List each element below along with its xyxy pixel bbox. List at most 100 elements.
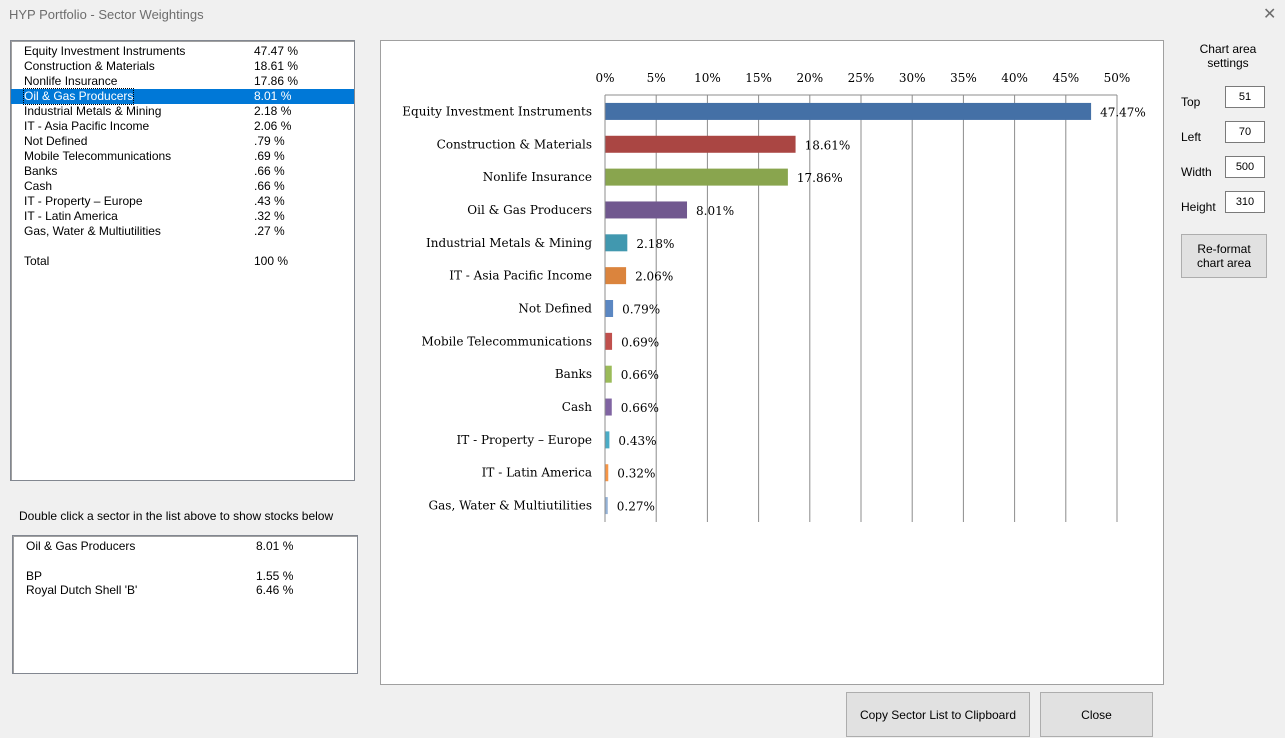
sector-row-value: .79 % xyxy=(254,134,285,148)
category-label: Not Defined xyxy=(518,302,592,316)
x-tick-label: 25% xyxy=(848,71,875,85)
x-tick-label: 5% xyxy=(647,71,666,85)
category-label: Mobile Telecommunications xyxy=(421,334,592,348)
sector-row-value: .66 % xyxy=(254,164,285,178)
sector-row-value: .32 % xyxy=(254,209,285,223)
stock-row-value: 6.46 % xyxy=(256,583,294,597)
bar xyxy=(605,431,610,449)
category-label: Construction & Materials xyxy=(437,137,592,151)
category-label: Gas, Water & Multiutilities xyxy=(429,499,592,513)
category-label: Nonlife Insurance xyxy=(483,170,592,184)
sector-row[interactable]: Construction & Materials 18.61 % xyxy=(11,59,354,74)
bar xyxy=(605,497,608,515)
total-row-name: Total xyxy=(24,254,50,268)
stock-list-header[interactable]: Oil & Gas Producers 8.01 % xyxy=(13,539,357,554)
data-label: 0.32% xyxy=(617,467,655,481)
bar xyxy=(605,168,788,186)
reformat-chart-button[interactable]: Re-format chart area xyxy=(1181,234,1267,278)
sector-row[interactable]: IT - Property – Europe .43 % xyxy=(11,194,354,209)
bar xyxy=(605,201,688,219)
sector-row-name: Gas, Water & Multiutilities xyxy=(24,224,161,238)
x-tick-label: 20% xyxy=(796,71,823,85)
sector-row-name: Nonlife Insurance xyxy=(24,74,118,88)
bar-chart: 0% 5% 10% 15% 20% 25% 30% 35% 40% 45% 50% Equity In… xyxy=(402,71,1146,522)
sector-row[interactable]: Banks .66 % xyxy=(11,164,354,179)
sector-row[interactable]: Nonlife Insurance 17.86 % xyxy=(11,74,354,89)
data-label: 0.27% xyxy=(617,500,655,514)
height-label: Height xyxy=(1181,200,1216,214)
sector-row-value: 8.01 % xyxy=(254,89,292,103)
sector-row-value: .43 % xyxy=(254,194,285,208)
stock-header-value: 8.01 % xyxy=(256,539,294,553)
category-label: IT - Asia Pacific Income xyxy=(449,269,592,283)
sector-row[interactable]: Equity Investment Instruments 47.47 % xyxy=(11,44,354,59)
sector-row[interactable]: IT - Asia Pacific Income 2.06 % xyxy=(11,119,354,134)
sector-row-value: 17.86 % xyxy=(254,74,299,88)
data-label: 2.06% xyxy=(635,270,673,284)
sector-row[interactable]: Not Defined .79 % xyxy=(11,134,354,149)
sector-row-name: Mobile Telecommunications xyxy=(24,149,172,163)
sector-list[interactable]: Equity Investment Instruments 47.47 % Cons… xyxy=(10,40,355,481)
sector-row-value: 2.06 % xyxy=(254,119,292,133)
data-label: 17.86% xyxy=(797,171,843,185)
window-title: HYP Portfolio - Sector Weightings xyxy=(9,7,204,22)
x-tick-label: 10% xyxy=(694,71,721,85)
sector-row[interactable]: Mobile Telecommunications .69 % xyxy=(11,149,354,164)
x-tick-label: 15% xyxy=(745,71,772,85)
sector-row-value: 18.61 % xyxy=(254,59,299,73)
bar xyxy=(605,300,614,317)
data-label: 0.66% xyxy=(621,368,659,382)
category-label: Cash xyxy=(562,400,592,414)
stock-list[interactable]: Oil & Gas Producers 8.01 % BP 1.55 % Royal… xyxy=(12,535,358,674)
x-tick-label: 40% xyxy=(1001,71,1028,85)
sector-row[interactable]: Gas, Water & Multiutilities .27 % xyxy=(11,224,354,239)
width-label: Width xyxy=(1181,165,1212,179)
data-label: 47.47% xyxy=(1100,105,1146,119)
sector-row-name: IT - Asia Pacific Income xyxy=(24,119,150,133)
data-label: 0.66% xyxy=(621,401,659,415)
copy-sector-list-button[interactable]: Copy Sector List to Clipboard xyxy=(846,692,1030,737)
bar xyxy=(605,464,609,482)
stock-row-name: BP xyxy=(26,569,43,583)
stock-row[interactable]: BP 1.55 % xyxy=(13,569,357,584)
category-label: IT - Property – Europe xyxy=(457,433,592,447)
sector-row[interactable]: Industrial Metals & Mining 2.18 % xyxy=(11,104,354,119)
sector-row-name: Not Defined xyxy=(24,134,88,148)
stock-row[interactable]: Royal Dutch Shell 'B' 6.46 % xyxy=(13,583,357,598)
sector-row[interactable]: IT - Latin America .32 % xyxy=(11,209,354,224)
data-label: 0.79% xyxy=(622,303,660,317)
total-row[interactable]: Total 100 % xyxy=(11,254,354,269)
sector-row[interactable]: Cash .66 % xyxy=(11,179,354,194)
total-row-value: 100 % xyxy=(254,254,289,268)
x-tick-label: 35% xyxy=(950,71,977,85)
width-input[interactable] xyxy=(1225,156,1265,178)
sector-row[interactable]: Oil & Gas Producers 8.01 % xyxy=(11,88,354,105)
sector-row-name: Banks xyxy=(24,164,58,178)
bar xyxy=(605,398,612,416)
sector-row-name: Cash xyxy=(24,179,53,193)
chart-panel: 0% 5% 10% 15% 20% 25% 30% 35% 40% 45% 50% Equity In… xyxy=(380,40,1164,685)
left-label: Left xyxy=(1181,130,1202,144)
sector-row-name: IT - Property – Europe xyxy=(24,194,143,208)
x-tick-label: 50% xyxy=(1104,71,1131,85)
stock-row-name: Royal Dutch Shell 'B' xyxy=(26,583,138,597)
sector-row-name: IT - Latin America xyxy=(24,209,118,223)
top-input[interactable] xyxy=(1225,86,1265,108)
close-button[interactable]: Close xyxy=(1040,692,1153,737)
bar xyxy=(605,365,612,383)
data-label: 18.61% xyxy=(805,138,851,152)
stock-row-value: 1.55 % xyxy=(256,569,294,583)
sector-row-value: .66 % xyxy=(254,179,285,193)
category-label: Industrial Metals & Mining xyxy=(426,236,592,250)
category-label: Oil & Gas Producers xyxy=(467,203,592,217)
close-icon[interactable]: ✕ xyxy=(1263,6,1277,23)
bar xyxy=(605,135,796,153)
chart-settings-title: Chart area settings xyxy=(1199,42,1257,70)
left-input[interactable] xyxy=(1225,121,1265,143)
sector-row-name: Industrial Metals & Mining xyxy=(24,104,162,118)
x-tick-label: 30% xyxy=(899,71,926,85)
sector-row-value: 2.18 % xyxy=(254,104,292,118)
height-input[interactable] xyxy=(1225,191,1265,213)
data-label: 8.01% xyxy=(696,204,734,218)
bar xyxy=(605,102,1092,120)
